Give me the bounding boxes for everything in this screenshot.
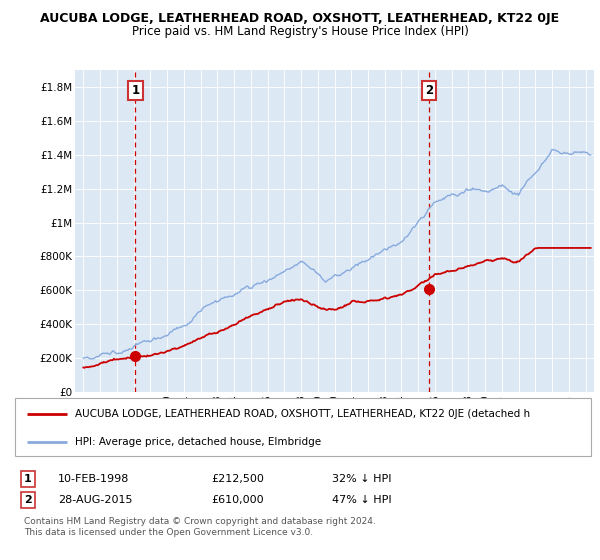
Text: 32% ↓ HPI: 32% ↓ HPI bbox=[332, 474, 391, 484]
Text: 1: 1 bbox=[131, 84, 140, 97]
FancyBboxPatch shape bbox=[15, 398, 591, 456]
Text: 10-FEB-1998: 10-FEB-1998 bbox=[58, 474, 130, 484]
Text: 47% ↓ HPI: 47% ↓ HPI bbox=[332, 495, 391, 505]
Text: HPI: Average price, detached house, Elmbridge: HPI: Average price, detached house, Elmb… bbox=[76, 437, 322, 447]
Text: 2: 2 bbox=[425, 84, 433, 97]
Text: Price paid vs. HM Land Registry's House Price Index (HPI): Price paid vs. HM Land Registry's House … bbox=[131, 25, 469, 38]
Text: 28-AUG-2015: 28-AUG-2015 bbox=[58, 495, 133, 505]
Text: Contains HM Land Registry data © Crown copyright and database right 2024.
This d: Contains HM Land Registry data © Crown c… bbox=[23, 517, 376, 536]
Text: 2: 2 bbox=[23, 495, 31, 505]
Text: 1: 1 bbox=[23, 474, 31, 484]
Text: £212,500: £212,500 bbox=[211, 474, 264, 484]
Text: AUCUBA LODGE, LEATHERHEAD ROAD, OXSHOTT, LEATHERHEAD, KT22 0JE (detached h: AUCUBA LODGE, LEATHERHEAD ROAD, OXSHOTT,… bbox=[76, 409, 530, 419]
Text: AUCUBA LODGE, LEATHERHEAD ROAD, OXSHOTT, LEATHERHEAD, KT22 0JE: AUCUBA LODGE, LEATHERHEAD ROAD, OXSHOTT,… bbox=[40, 12, 560, 25]
Text: £610,000: £610,000 bbox=[211, 495, 263, 505]
